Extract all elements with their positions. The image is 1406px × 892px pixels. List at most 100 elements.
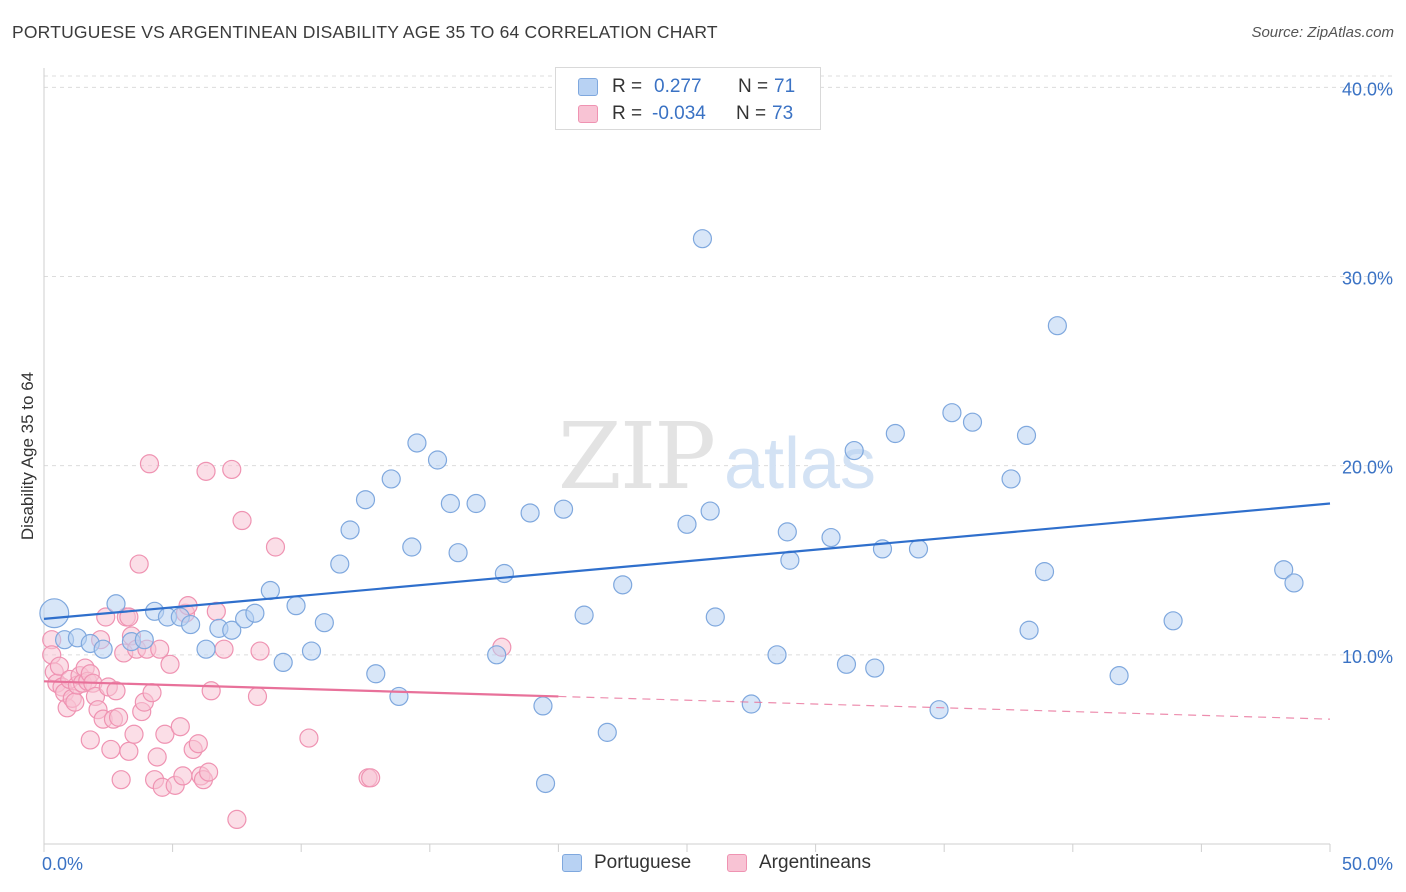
portuguese-point <box>1019 620 1039 640</box>
argentineans-point <box>129 554 149 574</box>
argentineans-point <box>265 537 286 557</box>
portuguese-point <box>286 596 306 616</box>
portuguese-point <box>330 554 350 574</box>
portuguese-point <box>780 550 800 570</box>
legend-r-value: -0.034 <box>652 103 706 124</box>
portuguese-point <box>1016 425 1037 446</box>
argentineans-point <box>119 741 139 761</box>
chart-title: PORTUGUESE VS ARGENTINEAN DISABILITY AGE… <box>12 22 718 42</box>
portuguese-point <box>440 493 460 514</box>
portuguese-point <box>314 613 334 633</box>
x-tick-label-left: 0.0% <box>42 854 83 874</box>
portuguese-point <box>821 527 841 548</box>
portuguese-point <box>381 469 401 489</box>
argentineans-point <box>196 461 216 481</box>
portuguese-point <box>494 563 514 584</box>
portuguese-point <box>39 598 70 629</box>
argentineans-point <box>101 739 121 760</box>
portuguese-point <box>767 645 787 665</box>
portuguese-point <box>533 696 553 716</box>
portuguese-point <box>574 605 594 625</box>
portuguese-point <box>355 490 376 510</box>
portuguese-point <box>487 645 507 665</box>
portuguese-point <box>1284 573 1304 593</box>
argentineans-point <box>155 724 175 744</box>
portuguese-point <box>700 501 720 521</box>
y-tick-label: 20.0% <box>1342 458 1393 478</box>
legend-swatch-pink <box>578 105 598 123</box>
legend-n-label: N = <box>736 103 767 124</box>
portuguese-point <box>222 620 242 640</box>
portuguese-point <box>389 686 409 707</box>
argentineans-trend-line <box>43 680 559 698</box>
argentineans-point <box>214 639 234 659</box>
portuguese-point <box>836 654 857 674</box>
portuguese-point <box>520 503 540 523</box>
portuguese-point <box>366 664 386 684</box>
argentineans-point <box>232 510 252 531</box>
argentineans-point <box>108 707 129 727</box>
legend-swatch-blue <box>578 78 598 96</box>
source-label: Source: ZipAtlas.com <box>1251 24 1394 41</box>
legend-row-portuguese: R = 0.277 N = 71 <box>578 73 795 101</box>
portuguese-point <box>553 499 574 519</box>
argentineans-point <box>147 747 167 767</box>
portuguese-point <box>260 580 280 601</box>
portuguese-point <box>106 594 126 614</box>
portuguese-point <box>613 575 633 595</box>
argentineans-point <box>65 692 85 712</box>
legend-swatch-blue <box>562 854 582 872</box>
argentineans-point <box>188 734 208 754</box>
argentineans-point <box>106 681 126 701</box>
legend-n-label: N = <box>738 76 769 97</box>
portuguese-point <box>962 412 983 432</box>
x-tick-label-right: 50.0% <box>1342 854 1393 874</box>
legend-swatch-pink <box>727 854 747 872</box>
portuguese-point <box>885 423 905 444</box>
gridlines <box>44 75 1392 656</box>
argentineans-point <box>361 768 381 788</box>
legend-r-label: R = <box>612 103 643 124</box>
legend-item-portuguese[interactable]: Portuguese <box>562 852 691 874</box>
legend-n-value: 71 <box>774 76 796 97</box>
correlation-legend: R = 0.277 N = 71 R = -0.034 N = 73 <box>555 67 821 130</box>
argentineans-point <box>142 683 162 703</box>
portuguese-point <box>844 440 864 461</box>
legend-r-value: 0.277 <box>654 76 702 97</box>
argentineans-point <box>201 681 221 701</box>
portuguese-point <box>466 493 486 514</box>
portuguese-point <box>1047 316 1067 336</box>
argentineans-series <box>42 454 512 830</box>
axes <box>43 68 1331 852</box>
portuguese-point <box>692 229 713 249</box>
series-legend: Portuguese Argentineans <box>0 852 1406 878</box>
portuguese-point <box>407 433 427 453</box>
legend-label-argentineans: Argentineans <box>759 852 871 873</box>
portuguese-point <box>777 522 797 542</box>
legend-label-portuguese: Portuguese <box>594 852 692 873</box>
watermark-atlas: atlas <box>724 424 876 504</box>
legend-item-argentineans[interactable]: Argentineans <box>727 852 871 874</box>
watermark-zip: ZIP <box>558 403 714 510</box>
portuguese-point <box>448 543 468 563</box>
argentineans-point <box>124 724 144 744</box>
argentineans-point <box>160 654 180 674</box>
y-tick-label: 30.0% <box>1342 269 1393 289</box>
portuguese-point <box>1034 562 1055 582</box>
portuguese-point <box>93 639 113 659</box>
argentineans-point <box>227 809 247 830</box>
portuguese-point <box>340 520 360 540</box>
portuguese-point <box>196 639 216 659</box>
portuguese-point <box>181 614 201 635</box>
portuguese-point <box>865 658 885 678</box>
argentineans-point <box>150 639 170 659</box>
argentineans-point <box>247 686 268 707</box>
portuguese-point <box>677 514 697 534</box>
tick-labels: 10.0% 20.0% 30.0% 40.0% 0.0% 50.0% <box>42 79 1393 874</box>
portuguese-point <box>134 630 154 650</box>
argentineans-point <box>250 641 270 661</box>
portuguese-point <box>1001 469 1021 489</box>
argentineans-trend-extension <box>558 695 1331 720</box>
legend-n-value: 73 <box>772 103 794 124</box>
